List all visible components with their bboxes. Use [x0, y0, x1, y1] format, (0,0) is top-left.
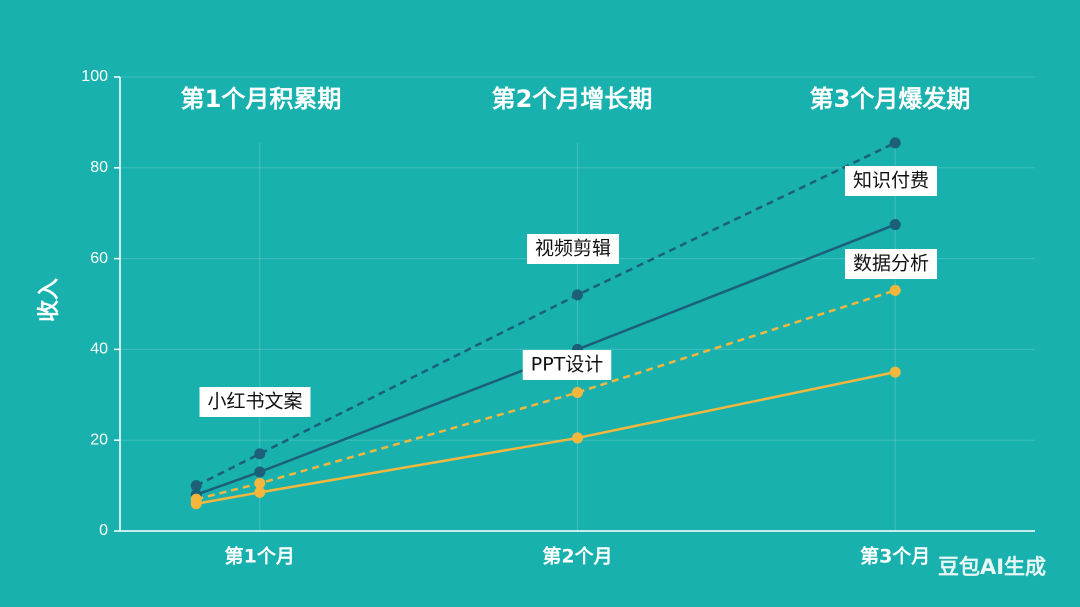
y-tick-label: 20: [90, 431, 108, 448]
point: [254, 448, 266, 460]
annotation: PPT设计: [531, 354, 604, 376]
series-line: [195, 289, 896, 501]
point: [572, 289, 583, 301]
y-tick-label: 60: [90, 250, 108, 267]
annotation: 数据分析: [853, 253, 929, 275]
point: [190, 480, 202, 492]
y-tick-label: 0: [99, 522, 108, 539]
x-tick-label: 第3个月: [860, 545, 930, 568]
y-tick-label: 100: [81, 68, 108, 85]
annotation-box: [522, 350, 612, 380]
point: [254, 486, 266, 498]
x-tick-label: 第2个月: [542, 545, 612, 568]
series-line: [196, 370, 896, 505]
y-tick-label: 40: [90, 341, 108, 358]
point: [572, 432, 583, 444]
y-axis-label: 收入: [36, 278, 62, 322]
annotation-box: [844, 249, 938, 279]
series-line: [195, 223, 896, 496]
annotation: 视频剪辑: [535, 238, 611, 260]
x-tick-label: 第1个月: [225, 545, 295, 568]
region-title: 第3个月爆发期: [810, 85, 971, 113]
annotation-box: [844, 166, 938, 196]
watermark: 豆包AI生成: [938, 555, 1046, 579]
annotation: 小红书文案: [207, 391, 302, 413]
point: [254, 466, 266, 478]
point: [889, 219, 901, 231]
region-title: 第2个月增长期: [492, 85, 653, 113]
point: [572, 387, 583, 399]
annotation-box: [199, 387, 311, 417]
annotation: 知识付费: [853, 170, 929, 192]
point: [190, 498, 202, 510]
series-line: [195, 141, 896, 487]
point: [889, 284, 901, 296]
point: [254, 477, 266, 489]
annotation-box: [526, 234, 620, 264]
region-title: 第1个月积累期: [181, 85, 342, 113]
y-tick-label: 80: [90, 159, 108, 176]
point: [889, 137, 901, 149]
point: [889, 366, 901, 378]
